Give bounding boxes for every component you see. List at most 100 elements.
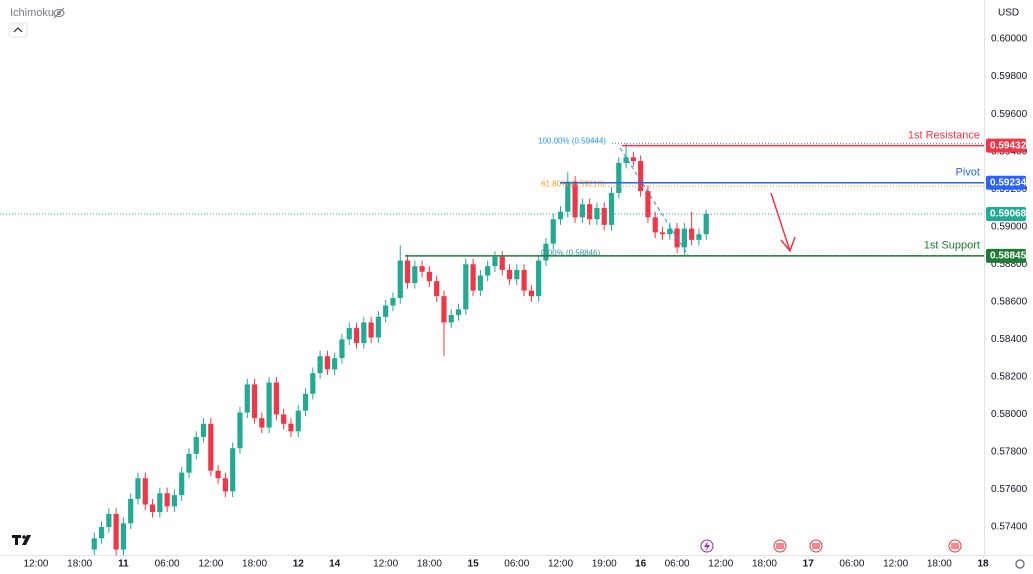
candle-body: [251, 384, 258, 419]
candle-body: [499, 256, 505, 270]
candle-body: [579, 204, 585, 218]
candle-body: [557, 211, 564, 220]
fib-label: 0.00% (0.58846): [541, 249, 600, 258]
y-tick-label: 0.59000: [991, 221, 1028, 232]
candle-body: [361, 322, 367, 344]
candle-body: [157, 493, 163, 513]
candle-body: [171, 495, 178, 507]
candle-body: [120, 523, 127, 550]
level-name: 1st Resistance: [908, 130, 980, 142]
candle-body: [288, 423, 294, 432]
y-tick-label: 0.58200: [991, 372, 1028, 383]
x-tick-label: 14: [329, 559, 341, 570]
y-tick-label: 0.58400: [991, 334, 1028, 345]
candle-body: [696, 234, 702, 240]
candle-body: [98, 527, 105, 539]
candle-body: [630, 157, 636, 162]
level-tag: [986, 138, 1026, 153]
candle-body: [149, 504, 156, 513]
candle-body: [652, 217, 658, 233]
last-price-label: 0.59068: [990, 209, 1027, 220]
x-tick-label: 15: [468, 559, 480, 570]
candle-body: [536, 260, 542, 297]
candle-body: [434, 281, 440, 297]
candle-body: [506, 269, 513, 280]
x-tick-label: 12:00: [373, 559, 398, 570]
y-tick-label: 0.58600: [991, 296, 1028, 307]
candle-body: [667, 228, 673, 235]
x-tick-label: 12:00: [883, 559, 908, 570]
visibility-icon[interactable]: [53, 7, 65, 19]
y-tick-label: 0.59800: [991, 71, 1028, 82]
candle-body: [186, 453, 192, 473]
candle-body: [572, 181, 578, 218]
candle-body: [281, 414, 287, 424]
candle-body: [681, 228, 687, 248]
collapse-button[interactable]: [8, 22, 28, 38]
indicator-name: Ichimoku: [10, 7, 54, 19]
candle-body: [426, 271, 432, 282]
candle-body: [295, 410, 301, 432]
y-tick-label: 0.60000: [991, 34, 1028, 45]
candle-body: [390, 298, 396, 306]
candle-body: [368, 322, 374, 338]
candle-body: [601, 207, 607, 225]
candle-body: [543, 243, 549, 261]
candle-body: [332, 358, 338, 370]
candle-body: [302, 393, 309, 411]
last-price-tag: [986, 206, 1026, 221]
x-tick-label: 06:00: [155, 559, 180, 570]
flag-icon[interactable]: [948, 539, 962, 553]
candle-body: [106, 513, 112, 528]
level-value: 0.59432: [990, 140, 1027, 151]
flag-icon[interactable]: [773, 539, 787, 553]
candle-body: [128, 498, 134, 524]
candle-body: [317, 356, 323, 374]
candle-body: [339, 339, 345, 359]
candle-body: [463, 264, 469, 310]
candle-body: [689, 228, 695, 240]
candle-body: [237, 412, 243, 449]
level-name: Pivot: [956, 167, 980, 179]
candle-body: [608, 192, 615, 225]
settings-icon[interactable]: [1015, 559, 1025, 569]
direction-arrow: [770, 192, 796, 253]
level-tag: [986, 248, 1026, 263]
candle-body: [266, 382, 272, 428]
candle-body: [375, 316, 381, 338]
x-tick-label: 12:00: [548, 559, 573, 570]
candle-body: [485, 266, 491, 276]
y-tick-label: 0.57600: [991, 484, 1028, 495]
currency-label[interactable]: USD: [998, 8, 1019, 19]
candle-body: [587, 204, 593, 220]
candle-body: [142, 478, 148, 505]
fib-trend: [619, 147, 689, 256]
candle-body: [565, 181, 571, 212]
candle-body: [208, 423, 214, 471]
candle-body: [455, 309, 462, 315]
candle-body: [353, 328, 360, 344]
x-tick-label: 18:00: [752, 559, 777, 570]
candle-body: [244, 384, 250, 413]
candle-body: [477, 275, 483, 291]
x-tick-label: 12:00: [708, 559, 733, 570]
candle-body: [346, 328, 352, 340]
candle-body: [616, 162, 622, 193]
fib-label: 61.80% (0.59216): [541, 179, 605, 188]
candle-body: [259, 418, 265, 428]
candle-body: [324, 356, 330, 370]
event-icon[interactable]: [700, 539, 714, 553]
candle-body: [703, 213, 709, 235]
x-tick-label: 11: [118, 559, 129, 570]
fib-label: 100.00% (0.59444): [538, 137, 606, 146]
candle-body: [230, 448, 236, 492]
flag-icon[interactable]: [809, 539, 823, 553]
candle-body: [441, 296, 447, 323]
candle-body: [164, 493, 170, 507]
y-tick-label: 0.58000: [991, 409, 1028, 420]
x-tick-label: 18: [977, 559, 989, 570]
candle-body: [135, 478, 141, 499]
y-tick-label: 0.58800: [991, 259, 1028, 270]
